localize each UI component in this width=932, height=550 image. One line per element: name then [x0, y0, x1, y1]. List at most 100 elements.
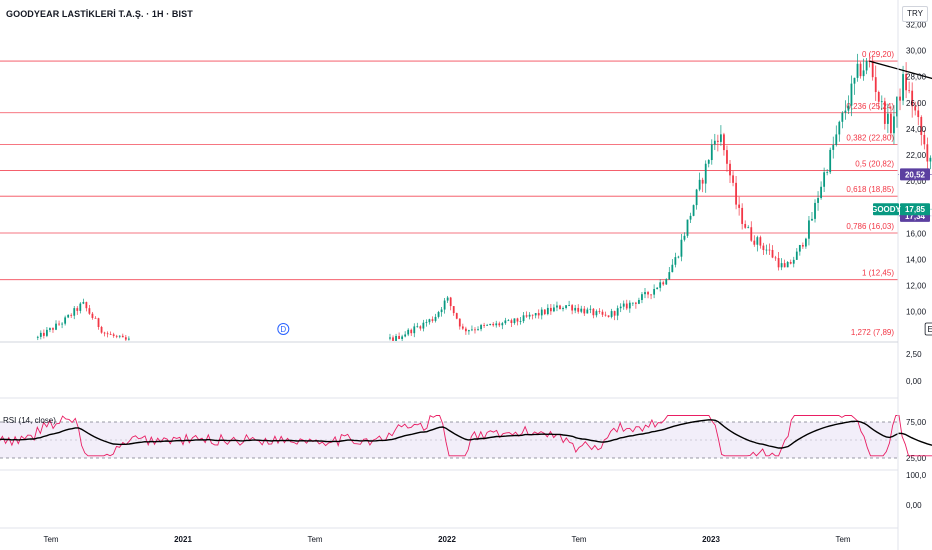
fib-level-label: 0 (29,20) [862, 50, 894, 59]
candle-body [923, 134, 926, 145]
candle-body [905, 74, 907, 91]
candle-body [468, 330, 470, 332]
event-markers: DEEEEEEEE [277, 322, 932, 336]
candle-body [896, 96, 898, 117]
candle-body [695, 189, 698, 206]
rsi-tick-label: 25,00 [906, 454, 927, 463]
candle-body [823, 172, 826, 187]
rsi-band-fill [0, 422, 898, 458]
candle-body [52, 328, 54, 330]
candle-body [404, 334, 407, 337]
price-tick-label: 30,00 [906, 47, 927, 56]
candle-body [662, 282, 665, 285]
candle-body [777, 258, 780, 268]
candle-body [650, 294, 652, 296]
candle-body [82, 302, 85, 304]
candle-body [841, 112, 844, 122]
candle-body [683, 235, 686, 240]
candle-body [549, 307, 552, 312]
candle-body [407, 329, 410, 335]
candle-body [844, 110, 847, 113]
candle-body [750, 227, 753, 241]
candle-body [674, 257, 677, 265]
symbol-label: GOODY [871, 205, 901, 214]
candle-body [604, 314, 607, 316]
candle-body [36, 336, 39, 338]
candle-body [862, 70, 865, 77]
candle-body [850, 83, 853, 106]
candle-body [659, 282, 662, 288]
rsi-legend: RSI (14, close) [3, 416, 56, 425]
candle-body [720, 134, 722, 142]
candle-body [762, 245, 765, 251]
candle-body [622, 303, 625, 307]
candle-body [689, 215, 692, 220]
fib-level-label: 0,786 (16,03) [846, 222, 894, 231]
candle-body [94, 317, 97, 319]
candle-body [103, 332, 106, 334]
candle-body [501, 323, 504, 326]
candle-body [798, 245, 801, 252]
candle-body [638, 299, 640, 304]
candle-body [546, 307, 549, 315]
candle-body [568, 305, 570, 306]
fib-level-label: 1,272 (7,89) [851, 328, 894, 337]
candle-body [744, 223, 747, 228]
alert-price-label: 20,52 [905, 170, 926, 179]
time-tick-label: 2023 [702, 535, 720, 544]
candle-body [680, 239, 683, 257]
candle-body [871, 61, 874, 78]
candle-body [783, 263, 786, 268]
candle-body [437, 312, 440, 317]
currency-button[interactable]: TRY [902, 6, 928, 22]
candle-body [528, 314, 531, 317]
candle-body [786, 262, 789, 268]
candle-body [847, 105, 850, 111]
candle-body [516, 318, 519, 322]
rsi-line [0, 415, 932, 457]
candle-body [723, 134, 725, 151]
earnings-marker[interactable] [924, 322, 932, 336]
candle-body [392, 337, 394, 341]
candle-body [707, 160, 710, 164]
candle-body [580, 308, 583, 312]
candle-body [531, 314, 534, 316]
candle-body [729, 163, 731, 176]
candle-body [890, 113, 892, 134]
candle-body [118, 335, 121, 337]
candle-body [477, 329, 479, 330]
candle-body [838, 121, 841, 135]
candle-body [510, 320, 513, 324]
dividend-marker[interactable] [277, 323, 290, 335]
candle-body [440, 309, 443, 313]
time-tick-label: Tem [307, 535, 322, 544]
price-tick-label: 32,00 [906, 21, 927, 30]
candle-body [422, 322, 425, 329]
candle-body [46, 329, 48, 336]
candle-body [902, 74, 904, 101]
candle-body [58, 323, 60, 325]
candle-body [865, 61, 868, 71]
candle-body [91, 313, 94, 318]
candle-body [811, 218, 813, 221]
candle-body [109, 334, 112, 335]
candle-body [464, 328, 467, 332]
candle-body [565, 305, 567, 308]
candle-body [471, 329, 473, 331]
candle-body [917, 110, 920, 118]
candle-body [519, 321, 522, 322]
candle-body [64, 317, 67, 324]
candle-body [601, 311, 604, 315]
candle-body [88, 308, 91, 314]
earnings-marker-label: E [927, 325, 932, 334]
candle-body [756, 237, 759, 245]
candle-body [625, 303, 628, 309]
candle-body [121, 335, 124, 338]
candle-body [713, 140, 716, 145]
candle-body [434, 316, 437, 321]
candle-body [73, 308, 76, 316]
candle-body [458, 318, 461, 327]
candle-body [926, 144, 929, 162]
candle-body [504, 320, 507, 324]
